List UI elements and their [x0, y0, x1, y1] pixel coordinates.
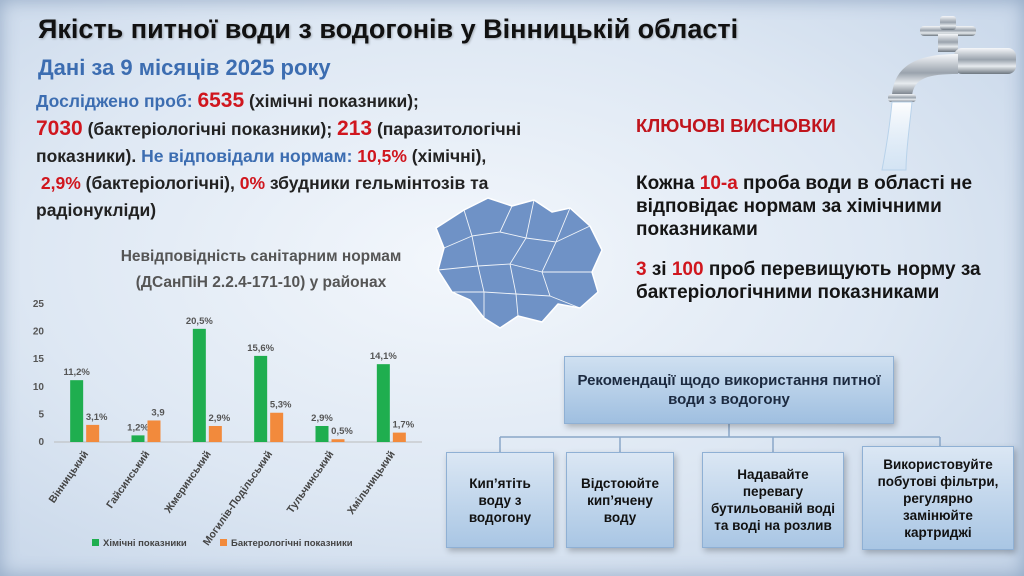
bact-noncompliance-text: (бактеріологічні),	[80, 173, 240, 193]
y-tick-label: 5	[38, 409, 44, 420]
helminth-text: збудники гельмінтозів та радіонукліди)	[36, 173, 489, 220]
bar-bacteriological	[270, 412, 284, 442]
samples-label: Досліджено проб:	[36, 91, 198, 111]
recommendations-title: Рекомендації щодо використання питної во…	[564, 356, 894, 424]
bar-data-label: 3,1%	[86, 412, 108, 423]
sample-stats: Досліджено проб: 6535 (хімічні показники…	[36, 87, 606, 224]
water-tap-icon	[881, 16, 1016, 171]
conclusion-bact-text-a: зі	[646, 259, 672, 280]
chem-samples-text: (хімічні показники);	[244, 91, 419, 111]
conclusion-bact-value-a: 3	[636, 259, 647, 280]
bact-samples-count: 7030	[36, 117, 83, 140]
bact-samples-text: (бактеріологічні показники);	[82, 119, 338, 139]
bar-data-label: 3,9	[151, 407, 164, 418]
chem-noncompliance: 10,5%	[357, 146, 407, 166]
chem-noncompliance-text: (хімічні),	[406, 146, 487, 166]
conclusion-bacteriological: 3 зі 100 проб перевищують норму за бакте…	[636, 258, 1006, 304]
vinnytsia-region-map	[435, 197, 603, 329]
bar-chemical	[70, 380, 84, 442]
bar-data-label: 2,9%	[311, 413, 333, 424]
bar-data-label: 2,9%	[209, 413, 231, 424]
legend-swatch	[220, 539, 227, 546]
page-subtitle: Дані за 9 місяців 2025 року	[38, 55, 331, 80]
conclusion-chemical: Кожна 10-а проба води в області не відпо…	[636, 172, 1006, 241]
chart-title-line-2: (ДСанПіН 2.2.4-171-10) у районах	[135, 274, 387, 291]
y-tick-label: 20	[33, 327, 45, 338]
bact-noncompliance: 2,9%	[40, 173, 81, 193]
bar-bacteriological	[147, 420, 161, 442]
recommendation-filters: Використовуйте побутові фільтри, регуляр…	[862, 446, 1014, 550]
noncompliance-label: Не відповідали нормам:	[141, 146, 358, 166]
bar-chemical	[315, 425, 329, 442]
conclusion-bact-text-b: проб перевищують норму за бактеріологічн…	[636, 259, 981, 303]
paras-samples-text: (паразитологічні показники).	[36, 119, 522, 166]
bar-data-label: 1,2%	[127, 422, 149, 433]
bar-chemical	[254, 355, 268, 442]
y-tick-label: 25	[33, 299, 45, 310]
recommendation-boil: Кип’ятіть воду з водогону	[446, 452, 554, 548]
legend-swatch	[92, 539, 99, 546]
y-tick-label: 15	[33, 354, 45, 365]
bar-bacteriological	[208, 425, 222, 442]
y-tick-label: 0	[38, 437, 44, 448]
bar-chemical	[192, 328, 206, 442]
paras-samples-count: 213	[337, 117, 373, 140]
bar-bacteriological	[86, 424, 100, 442]
chart-title: Невідповідність санітарним нормам (ДСанП…	[86, 244, 436, 296]
bar-data-label: 0,5%	[331, 426, 353, 437]
conclusion-chemical-value: 10-а	[699, 173, 738, 194]
bar-chemical	[376, 364, 390, 442]
bar-chemical	[131, 435, 145, 442]
bar-bacteriological	[331, 439, 345, 442]
chart-title-line-1: Невідповідність санітарним нормам	[120, 248, 402, 265]
bar-data-label: 20,5%	[186, 316, 213, 327]
chem-samples-count: 6535	[197, 89, 245, 112]
bar-data-label: 11,2%	[63, 367, 90, 378]
y-tick-label: 10	[33, 382, 45, 393]
bar-data-label: 1,7%	[393, 420, 415, 431]
conclusion-bact-value-b: 100	[671, 259, 704, 280]
legend-label: Бактерологічні показники	[231, 538, 353, 549]
bar-data-label: 15,6%	[247, 343, 274, 354]
legend-label: Хімічні показники	[103, 538, 187, 549]
bar-bacteriological	[392, 432, 406, 442]
recommendation-bottled: Надавайте перевагу бутильованій воді та …	[702, 452, 844, 548]
bar-data-label: 5,3%	[270, 400, 292, 411]
conclusion-chemical-text-b: проба води в області не відповідає норма…	[636, 173, 973, 240]
district-bar-chart: 051015202511,2%3,1%Вінницький1,2%3,9Гайс…	[33, 299, 422, 549]
recommendation-settle: Відстоюйте кип’ячену воду	[566, 452, 674, 548]
bar-data-label: 14,1%	[370, 351, 397, 362]
conclusion-chemical-text-a: Кожна	[636, 173, 700, 194]
helminth-value: 0%	[239, 173, 266, 193]
key-conclusions-heading: КЛЮЧОВІ ВИСНОВКИ	[636, 115, 836, 136]
page-title: Якість питної води з водогонів у Вінниць…	[38, 14, 739, 44]
